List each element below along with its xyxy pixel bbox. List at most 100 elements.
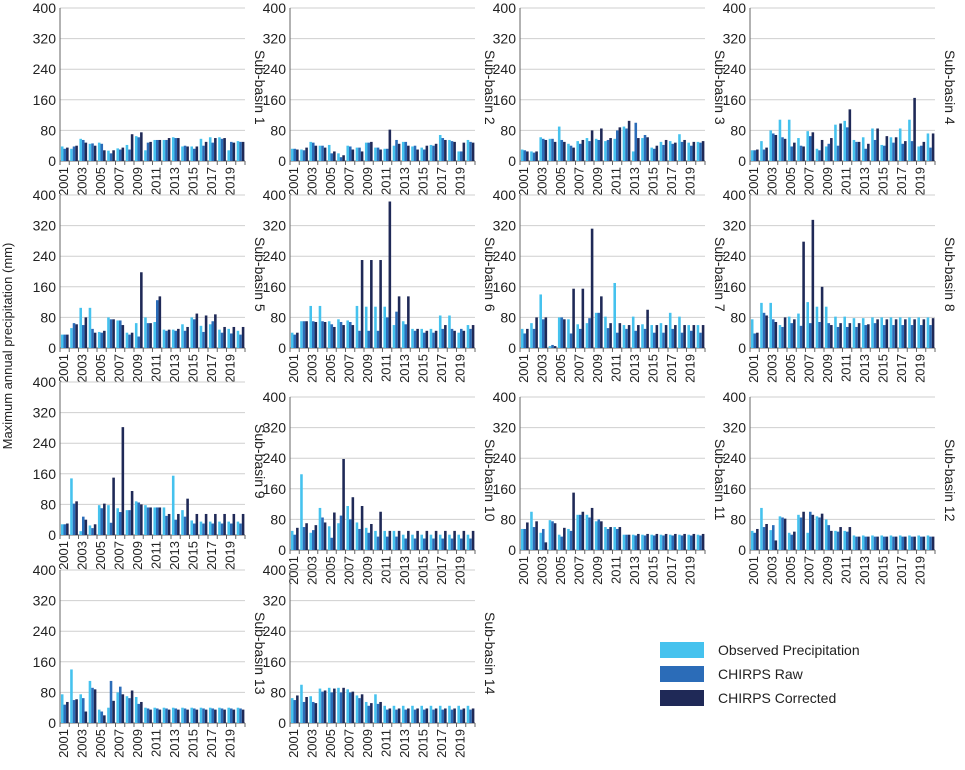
bar-observed (153, 321, 156, 348)
panel-title: Sub-basin 13 (252, 612, 268, 695)
x-tick-label: 2003 (75, 541, 90, 570)
bar-corrected (296, 695, 299, 723)
bar-corrected (904, 536, 907, 550)
bar-raw (808, 511, 812, 550)
x-tick-label: 2015 (646, 556, 661, 585)
bar-observed (208, 707, 212, 723)
bar-raw (615, 130, 619, 161)
bar-raw (469, 328, 472, 349)
bar-corrected (793, 531, 796, 550)
bar-raw (395, 709, 398, 723)
bar-corrected (913, 536, 916, 550)
bar-corrected (370, 260, 373, 348)
bar-observed (880, 144, 883, 161)
bar-observed (557, 317, 561, 348)
bar-observed (290, 698, 294, 723)
x-tick-label: 2015 (416, 729, 431, 758)
bar-raw (302, 150, 306, 161)
bar-observed (420, 328, 423, 349)
bar-raw (202, 708, 205, 723)
bar-observed (355, 522, 359, 550)
bar-corrected (802, 241, 805, 348)
x-tick-label: 2009 (590, 167, 605, 196)
x-tick-label: 2011 (149, 167, 164, 195)
bar-raw (413, 145, 417, 161)
x-tick-label: 2019 (223, 729, 238, 758)
bar-corrected (581, 139, 585, 161)
bar-corrected (683, 325, 686, 348)
bar-corrected (692, 533, 696, 550)
bar-observed (548, 520, 552, 550)
bar-observed (420, 705, 423, 723)
y-tick-label: 400 (493, 389, 517, 405)
legend-label-corrected: CHIRPS Corrected (718, 690, 837, 706)
bar-raw (202, 331, 205, 348)
bar-raw (100, 143, 104, 161)
bar-raw (560, 317, 564, 348)
bar-observed (199, 521, 203, 535)
bar-corrected (314, 703, 318, 723)
bar-corrected (121, 427, 125, 535)
x-tick-label: 2005 (93, 167, 108, 196)
bar-corrected (149, 141, 152, 162)
x-tick-label: 2009 (360, 729, 375, 758)
bar-raw (459, 151, 463, 161)
y-tick-label: 80 (40, 122, 56, 138)
bar-observed (834, 316, 837, 348)
bar-observed (457, 534, 460, 550)
bar-corrected (783, 138, 787, 161)
bar-raw (864, 325, 868, 348)
bar-corrected (462, 330, 466, 348)
bar-raw (174, 708, 178, 723)
x-tick-label: 2007 (802, 354, 817, 383)
bar-observed (309, 141, 312, 162)
bar-raw (302, 701, 306, 723)
x-tick-label: 2005 (323, 167, 338, 196)
bar-corrected (66, 334, 69, 348)
bar-raw (606, 139, 610, 161)
panel-title: Sub-basin 9 (252, 424, 268, 499)
bar-observed (190, 317, 193, 348)
bar-observed (797, 514, 800, 550)
bar-observed (327, 321, 331, 348)
bar-raw (771, 525, 775, 550)
bar-observed (520, 149, 524, 161)
bar-observed (346, 689, 349, 723)
x-tick-label: 2001 (56, 541, 71, 570)
bar-corrected (462, 530, 466, 551)
bar-observed (125, 510, 129, 535)
bar-corrected (177, 328, 180, 349)
bar-observed (218, 521, 221, 535)
bar-raw (211, 142, 215, 161)
bar-raw (689, 330, 693, 348)
bar-raw (541, 528, 545, 550)
y-tick-label: 320 (263, 218, 287, 234)
bar-corrected (204, 315, 208, 348)
x-tick-label: 2001 (516, 167, 531, 196)
bar-observed (116, 692, 119, 723)
y-tick-label: 0 (738, 340, 746, 356)
bar-corrected (296, 332, 299, 348)
bar-raw (174, 330, 178, 348)
bar-observed (420, 534, 423, 550)
y-tick-label: 0 (278, 542, 286, 558)
bar-raw (358, 330, 361, 348)
bar-observed (696, 141, 700, 162)
panel-title: Sub-basin 11 (712, 439, 728, 521)
x-tick-label: 2017 (664, 167, 679, 196)
bar-raw (118, 686, 122, 723)
bar-corrected (167, 513, 171, 535)
bar-observed (429, 144, 433, 161)
bar-corrected (204, 141, 208, 162)
bar-observed (318, 145, 322, 161)
bar-corrected (223, 138, 226, 161)
bar-observed (548, 138, 552, 161)
bar-corrected (407, 530, 410, 551)
bar-raw (588, 318, 591, 348)
legend-item-raw: CHIRPS Raw (660, 662, 860, 686)
x-tick-label: 2015 (416, 167, 431, 196)
bar-observed (327, 144, 331, 161)
bar-corrected (167, 709, 171, 723)
